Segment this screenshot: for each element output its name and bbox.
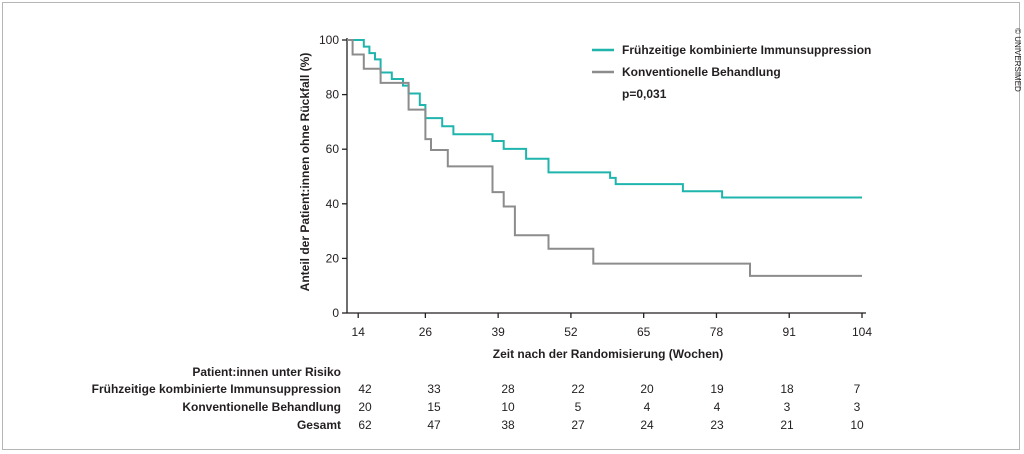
- x-tick-label: 91: [783, 325, 797, 339]
- y-tick-label: 0: [332, 306, 339, 320]
- copyright-notice: © UNIVERSIMED: [1013, 28, 1022, 92]
- risk-cell: 24: [640, 418, 654, 432]
- x-tick-label: 26: [419, 325, 433, 339]
- risk-table: Patient:innen unter Risiko Frühzeitige ko…: [92, 365, 864, 432]
- p-value: p=0,031: [622, 87, 667, 101]
- risk-cell: 27: [571, 418, 585, 432]
- risk-table-title: Patient:innen unter Risiko: [192, 365, 341, 379]
- risk-row-label: Gesamt: [297, 418, 341, 432]
- risk-cell: 4: [644, 400, 651, 414]
- legend-label-1: Konventionelle Behandlung: [622, 65, 781, 79]
- x-tick-label: 52: [564, 325, 578, 339]
- risk-cell: 33: [427, 382, 441, 396]
- risk-cell: 38: [501, 418, 515, 432]
- risk-cell: 7: [854, 382, 861, 396]
- risk-cell: 10: [850, 418, 864, 432]
- y-tick-label: 40: [326, 197, 340, 211]
- risk-cell: 19: [710, 382, 724, 396]
- y-tick-label: 20: [326, 251, 340, 265]
- x-axis-title: Zeit nach der Randomisierung (Wochen): [493, 347, 723, 361]
- risk-cell: 20: [358, 400, 372, 414]
- series-line-0: [347, 39, 862, 199]
- legend-label-0: Frühzeitige kombinierte Immunsuppression: [622, 43, 871, 57]
- risk-row-label: Frühzeitige kombinierte Immunsuppression: [92, 382, 341, 396]
- y-axis-title: Anteil der Patient:innen ohne Rückfall (…: [298, 53, 312, 292]
- risk-cell: 62: [358, 418, 372, 432]
- y-tick-label: 100: [319, 33, 339, 47]
- risk-cell: 20: [640, 382, 654, 396]
- y-tick-label: 60: [326, 142, 340, 156]
- legend: Frühzeitige kombinierte Immunsuppression…: [592, 43, 871, 101]
- risk-cell: 5: [575, 400, 582, 414]
- series-line-1: [347, 39, 862, 277]
- x-tick-label: 104: [852, 325, 872, 339]
- risk-cell: 47: [427, 418, 441, 432]
- axes: 0 20 40 60 80 100 14 26 39 52 65 78 91 104: [319, 33, 872, 339]
- risk-row-label: Konventionelle Behandlung: [182, 400, 341, 414]
- risk-cell: 15: [427, 400, 441, 414]
- risk-cell: 10: [501, 400, 515, 414]
- risk-cell: 3: [784, 400, 791, 414]
- risk-cell: 18: [780, 382, 794, 396]
- risk-cell: 3: [854, 400, 861, 414]
- survival-curves: [347, 39, 862, 277]
- risk-cell: 22: [571, 382, 585, 396]
- x-tick-label: 14: [352, 325, 366, 339]
- risk-cell: 4: [714, 400, 721, 414]
- risk-cell: 21: [780, 418, 794, 432]
- y-tick-label: 80: [326, 88, 340, 102]
- risk-cell: 23: [710, 418, 724, 432]
- x-tick-label: 78: [710, 325, 724, 339]
- x-tick-label: 39: [491, 325, 505, 339]
- risk-cell: 42: [358, 382, 372, 396]
- x-tick-label: 65: [637, 325, 651, 339]
- risk-cell: 28: [501, 382, 515, 396]
